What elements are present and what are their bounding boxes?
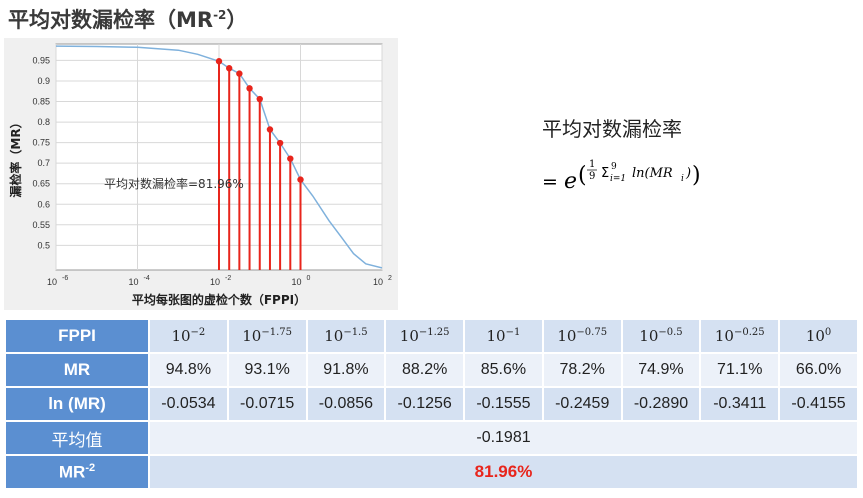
result-value: 81.96%: [148, 454, 859, 490]
ln-cell: -0.0534: [148, 386, 229, 422]
mr-cell: 85.6%: [463, 352, 544, 388]
row-header-ln: ln (MR): [4, 386, 150, 422]
y-tick-label: 0.65: [32, 179, 50, 189]
x-tick-label: 10: [291, 277, 301, 287]
ln-cell: -0.4155: [778, 386, 859, 422]
ln-cell: -0.1555: [463, 386, 544, 422]
y-tick-label: 0.75: [32, 138, 50, 148]
x-tick-label: 10: [210, 277, 220, 287]
y-tick-label: 0.9: [37, 76, 50, 86]
x-tick-label: 10: [47, 277, 57, 287]
x-tick-label: 10: [128, 277, 138, 287]
row-header-average: 平均值: [4, 420, 150, 456]
title-close-paren: ）: [226, 8, 248, 32]
sample-point: [256, 95, 263, 103]
y-tick-label: 0.85: [32, 97, 50, 107]
mr-cell: 93.1%: [226, 352, 308, 388]
mr-cell: 91.8%: [305, 352, 387, 388]
y-tick-label: 0.6: [37, 199, 50, 209]
table-row-average: 平均值 -0.1981: [4, 420, 859, 456]
y-tick-label: 0.8: [37, 117, 50, 127]
ln-cell: -0.1256: [384, 386, 466, 422]
x-axis-label: 平均每张图的虚检个数（FPPI）: [132, 292, 306, 307]
sample-point: [226, 65, 233, 72]
ln-cell: -0.2890: [620, 386, 702, 422]
row-header-result: MR-2: [4, 454, 150, 490]
miss-rate-table: FPPI 10−2 10−1.75 10−1.5 10−1.25 10−1 10…: [4, 318, 859, 490]
fppi-cell: 10−2: [148, 318, 229, 354]
y-tick-label: 0.55: [32, 220, 50, 230]
title-superscript: -2: [213, 8, 227, 22]
fppi-cell: 10−1.25: [384, 318, 466, 354]
chart-svg: 0.95 0.9 0.85 0.8 0.75 0.7 0.65 0.6 0.55 0.5 10 -6 1…: [4, 38, 398, 310]
ln-cell: -0.0856: [305, 386, 387, 422]
table-row-result: MR-2 81.96%: [4, 454, 859, 490]
mr-cell: 88.2%: [384, 352, 466, 388]
chart-annotation: 平均对数漏检率=81.96%: [104, 176, 244, 191]
x-tick-exponent: 0: [307, 275, 311, 282]
title-text: 平均对数漏检率（MR: [8, 8, 214, 32]
sample-point: [266, 126, 274, 133]
fppi-cell: 10−0.5: [620, 318, 702, 354]
formula-title: 平均对数漏检率: [542, 117, 682, 141]
fppi-cell: 10−0.25: [699, 318, 781, 354]
formula-sigma-bottom: i=1: [610, 174, 626, 184]
table-row-mr: MR 94.8% 93.1% 91.8% 88.2% 85.6% 78.2% 7…: [4, 352, 859, 388]
formula-paren-close: ): [692, 163, 701, 188]
mr-cell: 66.0%: [778, 352, 859, 388]
y-tick-label: 0.5: [37, 240, 50, 250]
formula-paren-open: (: [578, 163, 587, 188]
mr-cell: 71.1%: [699, 352, 781, 388]
formula-frac-num: 1: [589, 159, 595, 170]
miss-rate-curve: [55, 45, 383, 269]
sample-point: [287, 155, 294, 162]
page-title: 平均对数漏检率（MR-2）: [8, 4, 247, 34]
table-row-fppi: FPPI 10−2 10−1.75 10−1.5 10−1.25 10−1 10…: [4, 318, 859, 354]
row-header-mr: MR: [4, 352, 150, 388]
sample-point: [236, 70, 243, 77]
formula-frac-den: 9: [589, 171, 595, 182]
mr-cell: 74.9%: [620, 352, 702, 388]
ln-cell: -0.2459: [541, 386, 623, 422]
ln-cell: -0.0715: [226, 386, 308, 422]
sample-point: [246, 85, 253, 92]
formula-sigma: Σ: [601, 166, 609, 181]
sample-point: [215, 58, 223, 65]
fppi-cell: 10−1.75: [226, 318, 308, 354]
y-axis-label: 漏检率（MR）: [8, 116, 23, 197]
y-tick-label: 0.7: [37, 158, 50, 168]
row-header-fppi: FPPI: [4, 318, 150, 354]
x-tick-exponent: -4: [144, 275, 150, 282]
formula-equals: =: [542, 171, 558, 193]
x-tick-exponent: -2: [225, 275, 231, 282]
ln-cell: -0.3411: [699, 386, 781, 422]
sample-point: [297, 176, 304, 183]
sample-point: [276, 139, 284, 147]
mr-cell: 94.8%: [148, 352, 229, 388]
fppi-cell: 10−1: [463, 318, 544, 354]
formula-sigma-top: 9: [611, 162, 617, 172]
average-value: -0.1981: [148, 420, 859, 456]
formula-expr: ln(MR: [632, 166, 673, 181]
formula-expr-sub: i: [681, 174, 684, 184]
miss-rate-chart: 0.95 0.9 0.85 0.8 0.75 0.7 0.65 0.6 0.55 0.5 10 -6 1…: [0, 36, 400, 312]
x-tick-label: 10: [373, 277, 383, 287]
fppi-cell: 10−0.75: [541, 318, 623, 354]
formula-base: e: [564, 169, 577, 194]
fppi-cell: 10−1.5: [305, 318, 387, 354]
formula-expression: = e ( 1 9 Σ 9 i=1 ln(MR i ) ): [542, 159, 701, 194]
mr-cell: 78.2%: [541, 352, 623, 388]
y-tick-label: 0.95: [32, 55, 50, 65]
x-tick-exponent: -6: [62, 275, 68, 282]
formula-expr-close: ): [685, 166, 691, 181]
x-tick-exponent: 2: [388, 275, 392, 282]
fppi-cell: 100: [778, 318, 859, 354]
table-row-ln: ln (MR) -0.0534 -0.0715 -0.0856 -0.1256 …: [4, 386, 859, 422]
